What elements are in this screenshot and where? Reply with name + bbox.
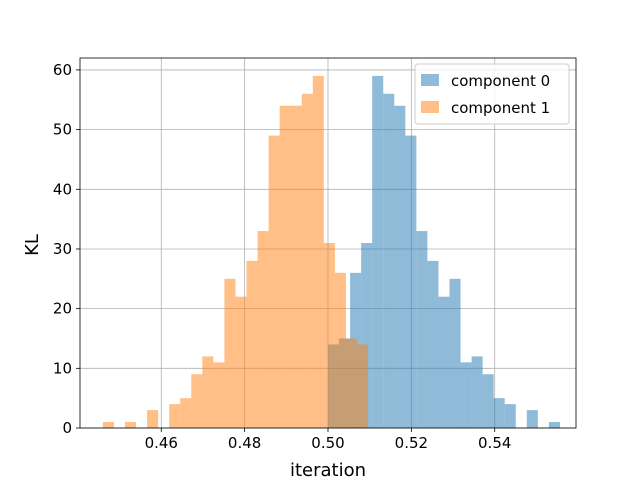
legend: component 0 component 1 (414, 63, 570, 125)
histogram-bar (180, 398, 192, 428)
histogram-bar (356, 344, 369, 428)
histogram-bar (482, 374, 494, 428)
histogram-bar (102, 422, 114, 428)
y-tick-label: 40 (53, 180, 72, 198)
histogram-bar (191, 374, 203, 428)
histogram-bar (383, 93, 395, 428)
x-tick-label: 0.46 (145, 434, 178, 452)
x-tick-label: 0.52 (395, 434, 428, 452)
legend-label: component 0 (451, 72, 550, 90)
histogram-bar (213, 362, 225, 428)
histogram-bar (125, 422, 137, 428)
histogram-bar (438, 296, 450, 428)
histogram-bar (257, 231, 269, 428)
histogram-bar (147, 410, 159, 428)
histogram-bar (548, 422, 560, 428)
x-axis-ticks: 0.46 0.48 0.50 0.52 0.54 (145, 428, 511, 452)
histogram-bar (460, 362, 472, 428)
x-axis-label: iteration (290, 460, 366, 480)
y-tick-label: 60 (53, 61, 72, 79)
series-1-bars (102, 75, 369, 429)
legend-swatch (421, 101, 439, 113)
histogram-bar (394, 105, 406, 428)
histogram-bar (279, 105, 291, 428)
histogram-bar (526, 410, 538, 428)
histogram-bar (449, 278, 461, 428)
histogram-bar (361, 243, 373, 428)
histogram-bar (427, 260, 439, 428)
histogram-bar (493, 398, 505, 428)
legend-label: component 1 (451, 99, 550, 117)
histogram-bar (169, 404, 181, 428)
histogram-bar (504, 404, 516, 428)
histogram-bar (334, 272, 346, 428)
histogram-bar (246, 260, 258, 428)
y-tick-label: 10 (53, 359, 72, 377)
histogram-bars (102, 75, 560, 429)
y-axis-label: KL (22, 234, 43, 256)
histogram-bar (224, 278, 236, 428)
histogram-bar (345, 338, 357, 428)
y-tick-label: 20 (53, 300, 72, 318)
histogram-bar (268, 135, 280, 429)
legend-swatch (421, 74, 439, 86)
histogram-bar (405, 135, 417, 429)
y-tick-label: 30 (53, 240, 72, 258)
x-tick-label: 0.48 (228, 434, 261, 452)
histogram-bar (372, 75, 384, 428)
histogram-bar (290, 105, 302, 428)
y-tick-label: 50 (53, 121, 72, 139)
histogram-bar (301, 93, 313, 428)
histogram-bar (323, 243, 335, 428)
histogram-bar (416, 231, 428, 428)
histogram-bar (202, 356, 214, 428)
y-axis-ticks: 0 10 20 30 40 50 60 (53, 61, 80, 437)
legend-box (414, 63, 570, 125)
histogram-bar (312, 75, 324, 428)
histogram-bar (235, 296, 247, 428)
x-tick-label: 0.50 (311, 434, 344, 452)
histogram-bar (471, 356, 483, 428)
x-tick-label: 0.54 (478, 434, 511, 452)
y-tick-label: 0 (62, 419, 72, 437)
